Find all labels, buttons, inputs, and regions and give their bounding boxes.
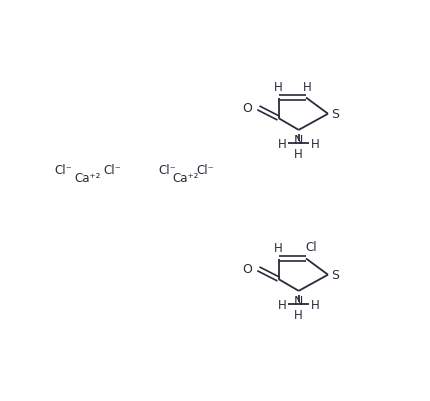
Text: H: H: [303, 81, 312, 94]
Text: S: S: [332, 269, 339, 282]
Text: Cl: Cl: [305, 240, 317, 253]
Text: Cl⁻: Cl⁻: [103, 164, 121, 176]
Text: H: H: [278, 298, 286, 311]
Text: Ca⁺²: Ca⁺²: [172, 172, 199, 185]
Text: Cl⁻: Cl⁻: [197, 164, 214, 176]
Text: Ca⁺²: Ca⁺²: [74, 172, 100, 185]
Text: S: S: [332, 108, 339, 121]
Text: H: H: [278, 137, 286, 150]
Text: O: O: [242, 102, 252, 115]
Text: Cl⁻: Cl⁻: [158, 164, 176, 176]
Text: N: N: [294, 134, 304, 147]
Text: H: H: [311, 298, 320, 311]
Text: H: H: [274, 81, 283, 94]
Text: H: H: [274, 241, 283, 255]
Text: Cl⁻: Cl⁻: [55, 164, 73, 176]
Text: H: H: [294, 148, 303, 160]
Text: O: O: [242, 263, 252, 275]
Text: H: H: [311, 137, 320, 150]
Text: H: H: [294, 308, 303, 321]
Text: N: N: [294, 294, 304, 307]
